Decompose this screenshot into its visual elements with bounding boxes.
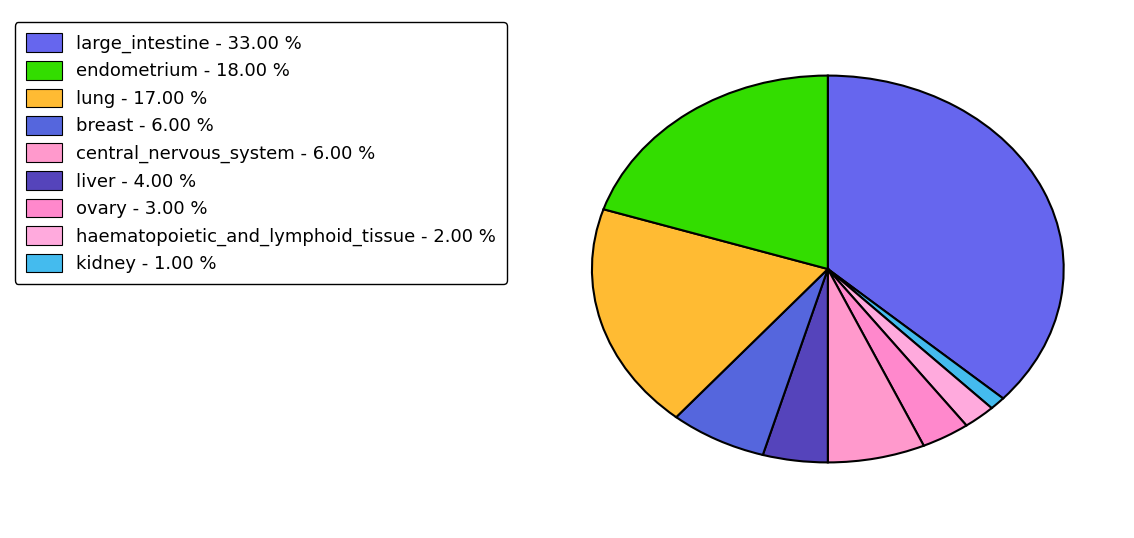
Wedge shape xyxy=(828,269,924,463)
Wedge shape xyxy=(828,269,1004,408)
Wedge shape xyxy=(828,269,991,426)
Wedge shape xyxy=(828,75,1064,399)
Wedge shape xyxy=(828,269,966,445)
Wedge shape xyxy=(763,269,828,463)
Wedge shape xyxy=(676,269,828,455)
Wedge shape xyxy=(603,75,828,269)
Legend: large_intestine - 33.00 %, endometrium - 18.00 %, lung - 17.00 %, breast - 6.00 : large_intestine - 33.00 %, endometrium -… xyxy=(15,23,507,284)
Wedge shape xyxy=(592,209,828,417)
